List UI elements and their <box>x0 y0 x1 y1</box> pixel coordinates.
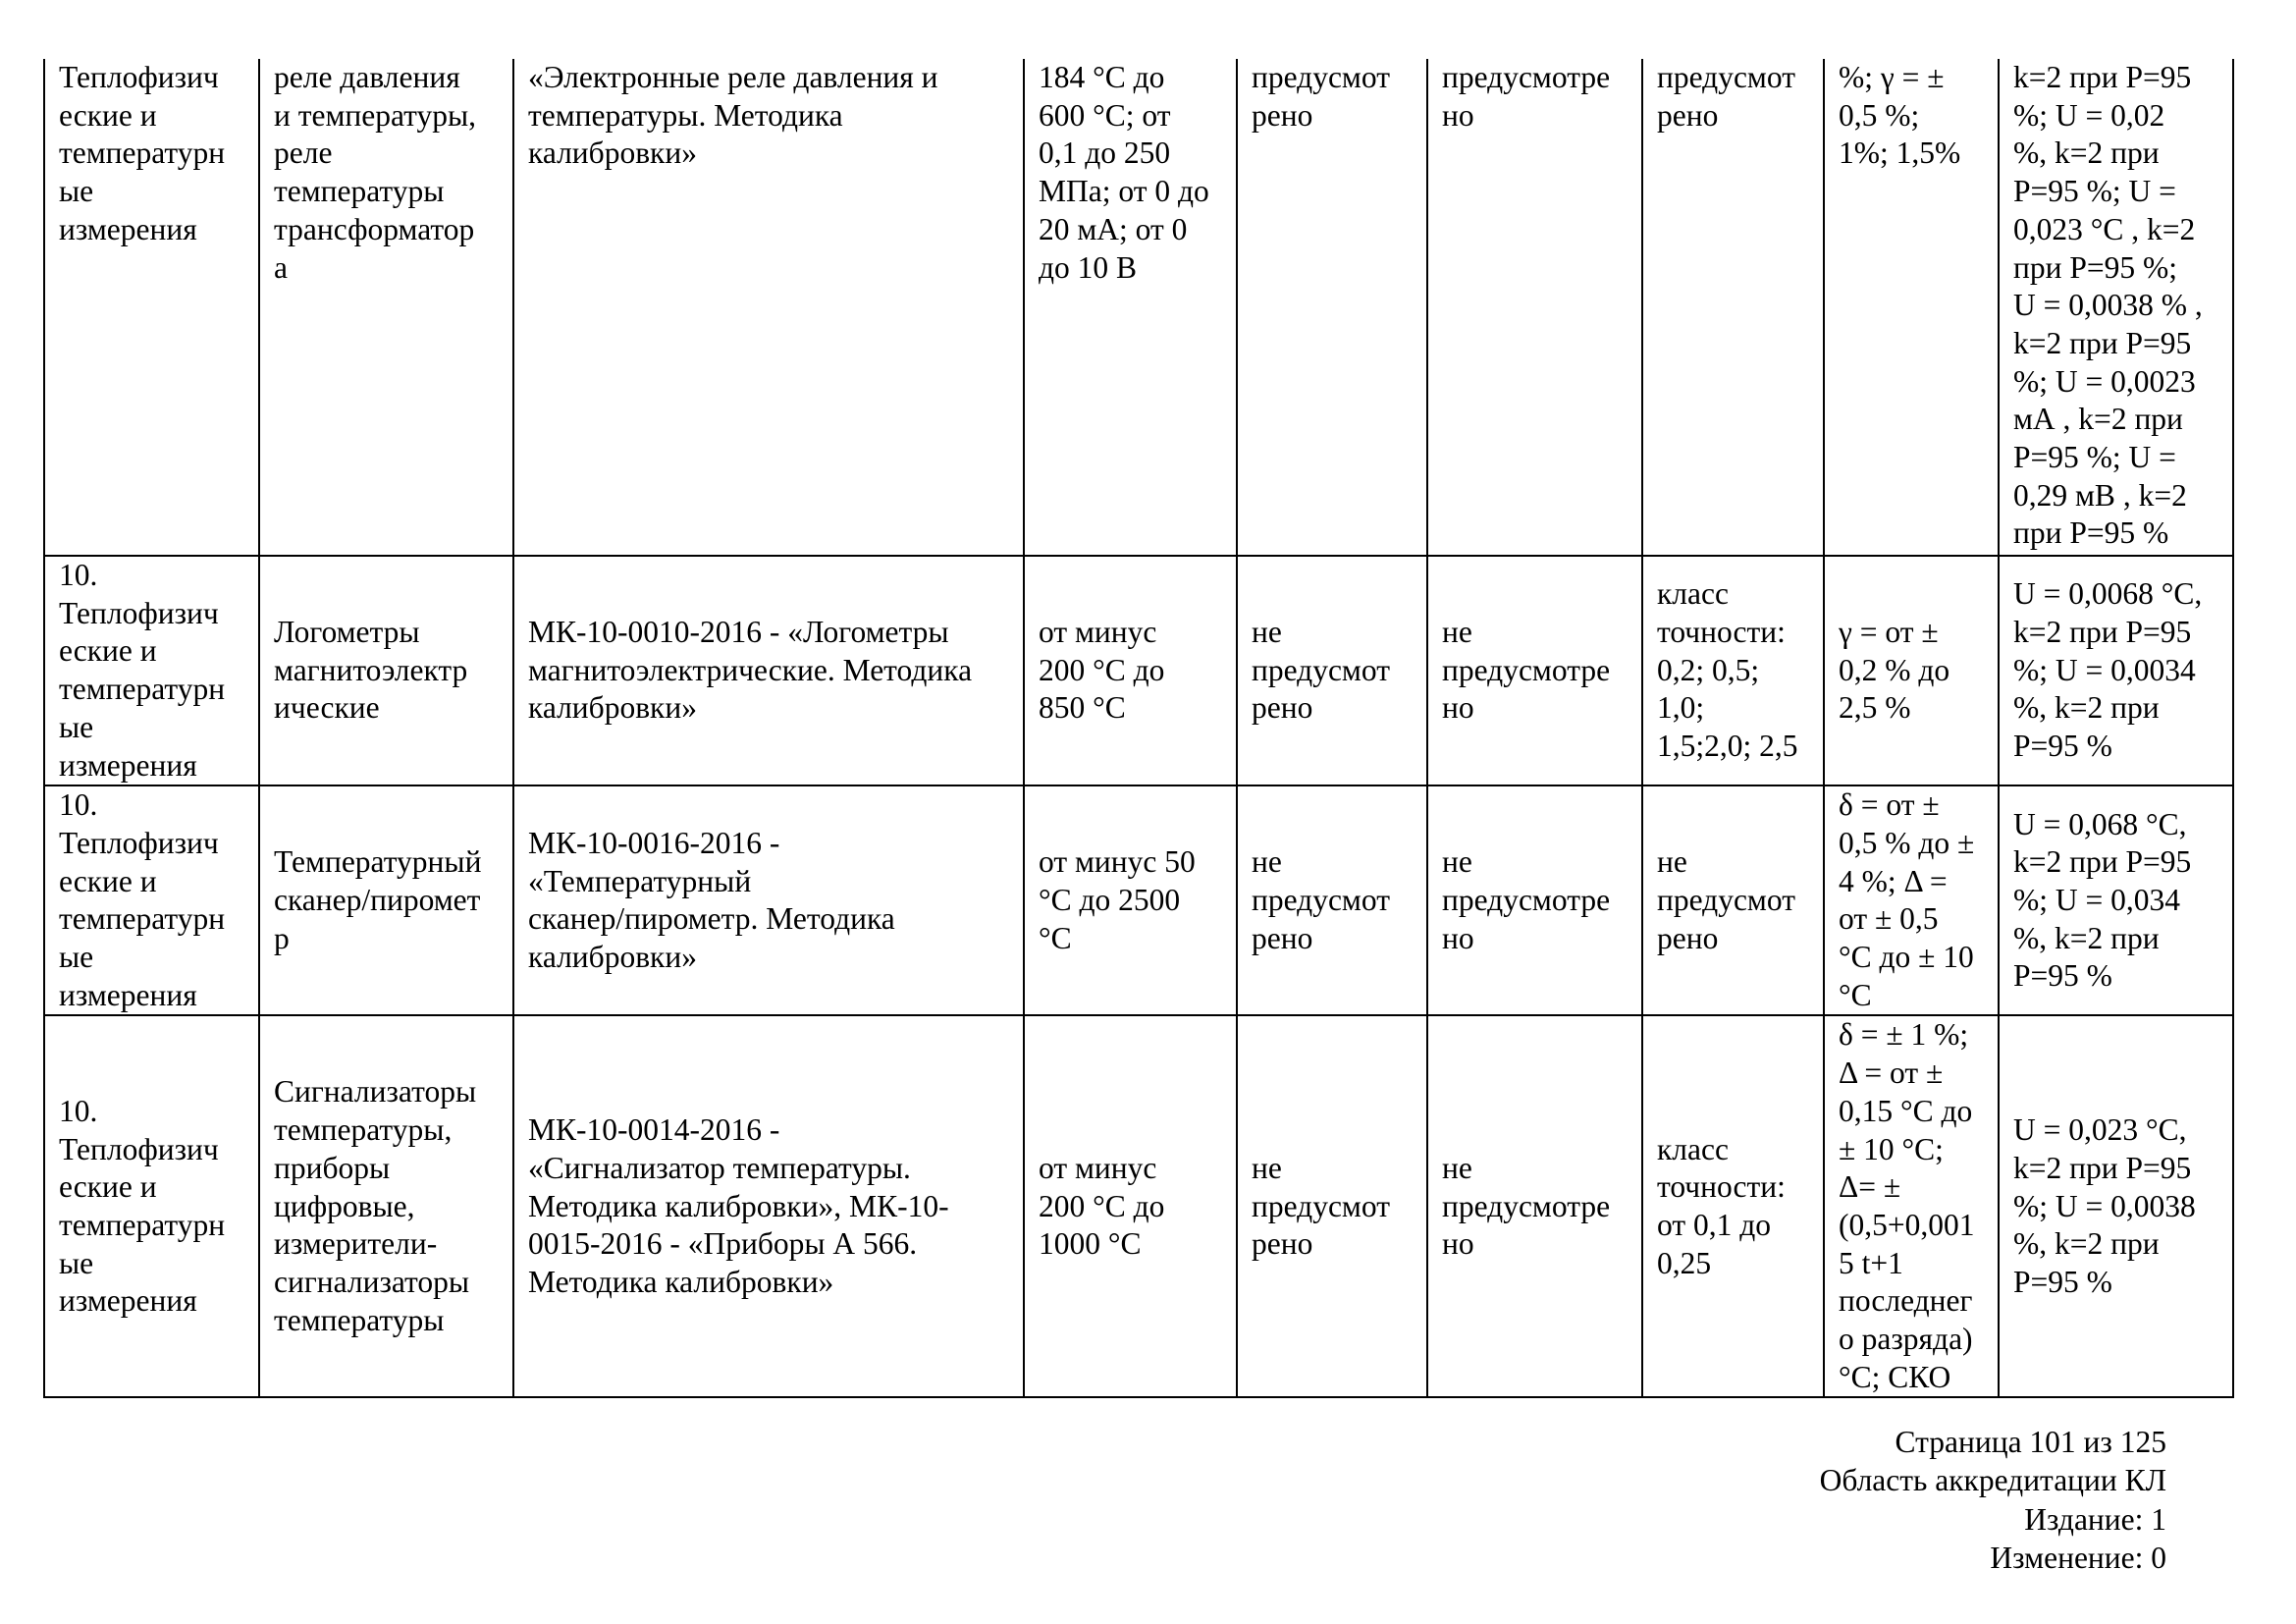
cell-instrument-type: Температурный сканер/пиромет р <box>258 785 514 1017</box>
cell-error-limits: %; γ = ± 0,5 %; 1%; 1,5% <box>1823 59 2000 557</box>
cell-method-document: «Электронные реле давления и температуры… <box>512 59 1025 557</box>
cell-accuracy-class: класс точности: от 0,1 до 0,25 <box>1641 1014 1825 1399</box>
cell-accuracy-class: не предусмот рено <box>1641 785 1825 1017</box>
cell-cell-6: не предусмотре но <box>1426 785 1643 1017</box>
change: Изменение: 0 <box>1990 1540 2166 1575</box>
accreditation-scope: Область аккредитации КЛ <box>1819 1463 2166 1498</box>
cell-measurement-range: от минус 200 °С до 850 °С <box>1023 554 1238 787</box>
cell-cell-5: предусмот рено <box>1236 59 1428 557</box>
cell-instrument-type: Сигнализаторы температуры, приборы цифро… <box>258 1014 514 1399</box>
cell-accuracy-class: предусмот рено <box>1641 59 1825 557</box>
cell-measurement-area: 10. Теплофизич еские и температурн ые из… <box>43 554 260 787</box>
cell-error-limits: δ = ± 1 %; Δ = от ± 0,15 °С до ± 10 °С; … <box>1823 1014 2000 1399</box>
cell-instrument-type: реле давления и температуры, реле темпер… <box>258 59 514 557</box>
cell-error-limits: γ = от ± 0,2 % до 2,5 % <box>1823 554 2000 787</box>
cell-uncertainty: k=2 при Р=95 %; U = 0,02 %, k=2 при Р=95… <box>1998 59 2234 557</box>
cell-method-document: МК-10-0010-2016 - «Логометры магнитоэлек… <box>512 554 1025 787</box>
table-row: 10. Теплофизич еские и температурн ые из… <box>43 554 2234 787</box>
cell-measurement-area: 10. Теплофизич еские и температурн ые из… <box>43 785 260 1017</box>
cell-method-document: МК-10-0014-2016 - «Сигнализатор температ… <box>512 1014 1025 1399</box>
cell-method-document: МК-10-0016-2016 - «Температурный сканер/… <box>512 785 1025 1017</box>
table-row: 10. Теплофизич еские и температурн ые из… <box>43 785 2234 1017</box>
cell-cell-5: не предусмот рено <box>1236 785 1428 1017</box>
cell-cell-6: не предусмотре но <box>1426 1014 1643 1399</box>
cell-measurement-area: Теплофизич еские и температурн ые измере… <box>43 59 260 557</box>
cell-cell-6: предусмотре но <box>1426 59 1643 557</box>
cell-measurement-area: 10. Теплофизич еские и температурн ые из… <box>43 1014 260 1399</box>
accreditation-table: Теплофизич еские и температурн ые измере… <box>43 59 2234 1399</box>
page-number: Страница 101 из 125 <box>1895 1425 2166 1459</box>
page-footer: Страница 101 из 125 Область аккредитации… <box>1820 1423 2166 1577</box>
table-row: Теплофизич еские и температурн ые измере… <box>43 59 2234 557</box>
cell-instrument-type: Логометры магнитоэлектр ические <box>258 554 514 787</box>
cell-cell-5: не предусмот рено <box>1236 1014 1428 1399</box>
cell-cell-5: не предусмот рено <box>1236 554 1428 787</box>
cell-accuracy-class: класс точности: 0,2; 0,5; 1,0; 1,5;2,0; … <box>1641 554 1825 787</box>
cell-measurement-range: 184 °С до 600 °С; от 0,1 до 250 МПа; от … <box>1023 59 1238 557</box>
cell-uncertainty: U = 0,068 °С, k=2 при Р=95 %; U = 0,034 … <box>1998 785 2234 1017</box>
cell-cell-6: не предусмотре но <box>1426 554 1643 787</box>
cell-measurement-range: от минус 50 °С до 2500 °С <box>1023 785 1238 1017</box>
cell-measurement-range: от минус 200 °С до 1000 °С <box>1023 1014 1238 1399</box>
edition: Издание: 1 <box>2024 1501 2166 1537</box>
table-row: 10. Теплофизич еские и температурн ые из… <box>43 1014 2234 1399</box>
cell-uncertainty: U = 0,0068 °С, k=2 при Р=95 %; U = 0,003… <box>1998 554 2234 787</box>
cell-uncertainty: U = 0,023 °С, k=2 при Р=95 %; U = 0,0038… <box>1998 1014 2234 1399</box>
cell-error-limits: δ = от ± 0,5 % до ± 4 %; Δ = от ± 0,5 °С… <box>1823 785 2000 1017</box>
